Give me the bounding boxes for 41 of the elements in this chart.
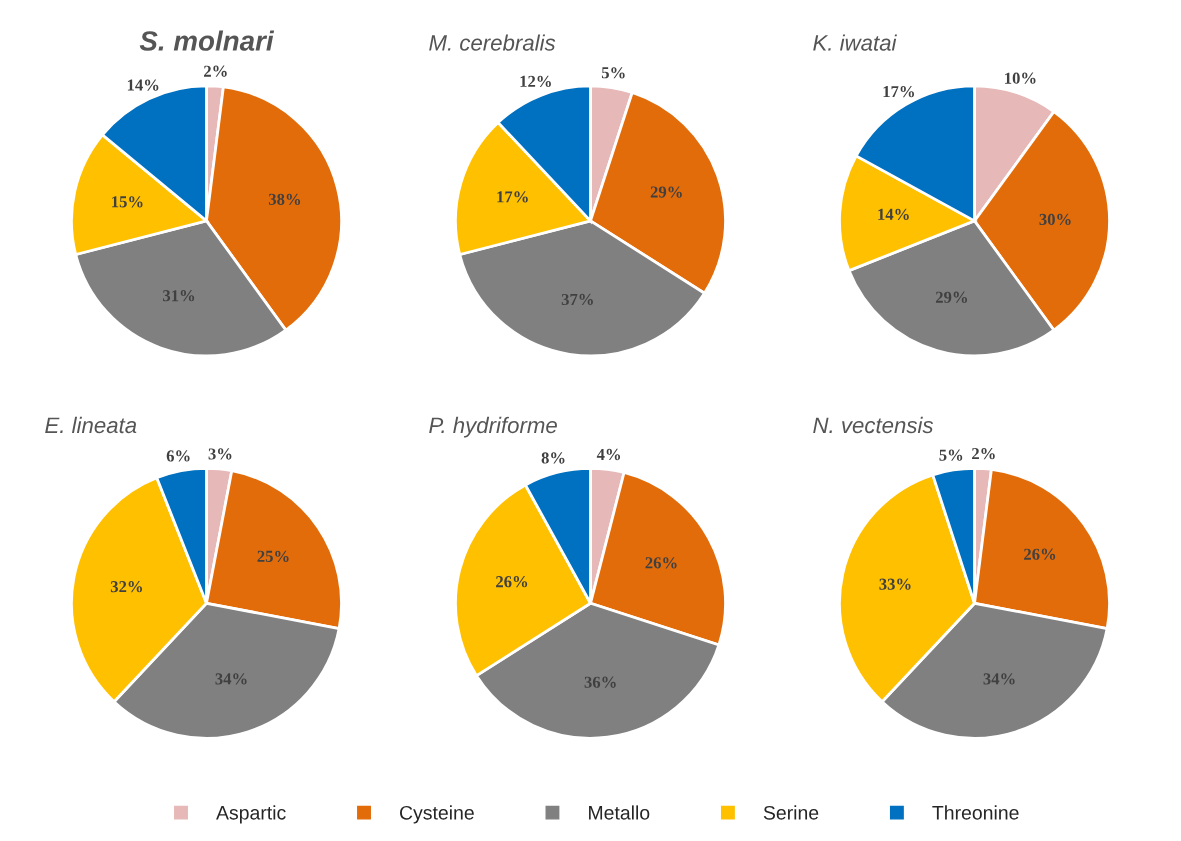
chart-title: S. molnari (139, 30, 275, 51)
chart-title: K. iwatai (813, 34, 897, 51)
data-label: 32% (110, 581, 143, 593)
chart-title: N. vectensis (813, 416, 934, 434)
data-label: 12% (520, 75, 551, 88)
data-label: 4% (596, 448, 621, 461)
chart-title: P. hydriforme (429, 416, 557, 438)
data-label: 17% (883, 85, 915, 98)
data-label: 30% (1039, 213, 1071, 226)
data-label: 26% (496, 576, 528, 588)
data-label: 38% (268, 193, 301, 205)
data-label: 10% (1005, 72, 1036, 84)
legend-label: Cysteine (400, 805, 474, 824)
legend-label: Serine (763, 805, 819, 820)
data-label: 14% (878, 208, 909, 221)
data-label: 34% (983, 673, 1015, 685)
data-label: 31% (163, 290, 195, 302)
data-label: 29% (935, 291, 968, 303)
data-label: 15% (112, 196, 143, 208)
data-label: 8% (541, 452, 565, 464)
data-label: 17% (497, 191, 528, 203)
data-label: 25% (257, 550, 289, 562)
legend-label: Metallo (589, 805, 650, 820)
data-label: 37% (561, 293, 593, 306)
data-label: 29% (650, 186, 682, 198)
data-label: 5% (939, 449, 963, 461)
data-label: 36% (584, 676, 616, 688)
legend-label: Aspartic (216, 805, 286, 824)
data-label: 2% (204, 65, 227, 77)
chart-title: M. cerebralis (429, 34, 556, 51)
data-label: 5% (601, 67, 625, 79)
data-label: 6% (166, 450, 190, 462)
legend-label: Threonine (932, 805, 1019, 820)
data-label: 2% (972, 447, 995, 460)
data-label: 26% (1024, 548, 1056, 560)
data-label: 26% (645, 557, 677, 569)
chart-title: E. lineata (45, 416, 137, 434)
data-label: 34% (215, 673, 247, 685)
data-label: 14% (127, 79, 159, 91)
data-label: 3% (208, 448, 232, 460)
data-label: 33% (879, 578, 911, 590)
